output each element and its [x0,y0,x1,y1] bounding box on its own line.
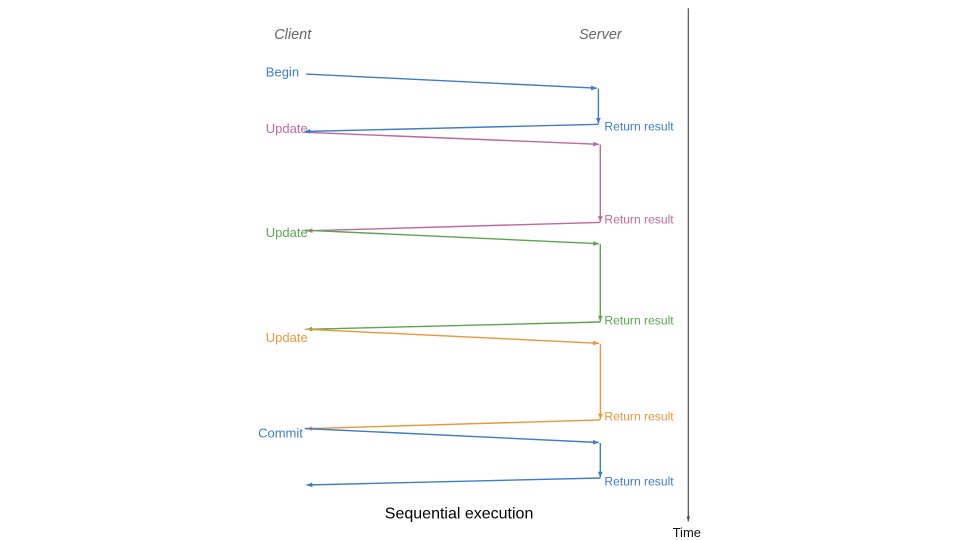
svg-text:Return result: Return result [604,313,674,327]
svg-text:Client: Client [274,27,312,43]
svg-text:Update: Update [266,225,308,240]
svg-text:Update: Update [266,121,308,136]
svg-text:Commit: Commit [258,425,303,440]
svg-text:Return result: Return result [604,213,674,227]
svg-text:Return result: Return result [604,410,674,424]
svg-text:Time: Time [673,525,701,540]
svg-text:Sequential execution: Sequential execution [385,506,534,523]
svg-text:Update: Update [266,330,308,345]
svg-text:Begin: Begin [266,64,299,79]
svg-text:Server: Server [579,27,623,43]
svg-text:Return result: Return result [604,474,674,488]
svg-text:Return result: Return result [604,120,674,134]
